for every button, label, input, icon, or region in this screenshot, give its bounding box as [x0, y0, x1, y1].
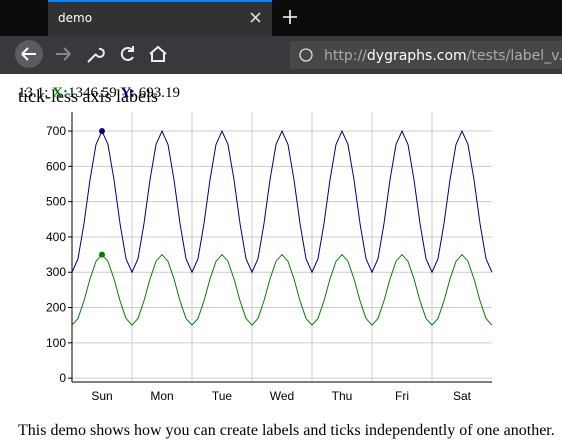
tab[interactable]: [48, 0, 272, 36]
forward-button[interactable]: [56, 47, 71, 61]
x-tick-label: Thu: [332, 389, 353, 403]
y-tick-label: 400: [46, 230, 66, 244]
y-tick-label: 500: [46, 195, 66, 209]
y-tick-label: 300: [46, 265, 66, 279]
y-tick-label: 600: [46, 159, 66, 173]
legend-name: X:: [52, 85, 68, 101]
y-tick-label: 0: [59, 371, 66, 385]
info-icon[interactable]: [299, 48, 313, 62]
close-tab[interactable]: [250, 12, 261, 23]
legend-name: Y:: [121, 85, 135, 101]
url-scheme: http://: [324, 48, 367, 64]
tools-button[interactable]: [87, 47, 105, 63]
legend-x: 13.1:: [18, 85, 48, 101]
x-tick-label: Sat: [453, 389, 472, 403]
legend-value: 1346.59: [68, 85, 117, 101]
x-tick-label: Tue: [212, 389, 233, 403]
x-tick-label: Fri: [395, 389, 409, 403]
chart: 0 100 200 300 400 500 600 700 Sun Mon Tue Wed Thu Fri…: [46, 112, 493, 403]
legend-value: 693.19: [139, 85, 180, 101]
caption: This demo shows how you can create label…: [18, 422, 555, 439]
reload-button[interactable]: [120, 46, 134, 61]
y-tick-label: 700: [46, 124, 66, 138]
url-path: /tests/label_v.html: [467, 48, 562, 64]
y-tick-label: 200: [46, 301, 66, 315]
page-title: tick-less axis labels: [18, 86, 158, 106]
home-button[interactable]: [149, 45, 167, 62]
legend: 13.1: X:1346.59 Y: 693.19: [18, 85, 180, 101]
y-tick-label: 100: [46, 336, 66, 350]
highlight-point: [99, 128, 105, 135]
series-line: [71, 129, 493, 274]
url: http://dygraphs.com/tests/label_v.html: [324, 48, 562, 64]
content: [0, 74, 562, 440]
x-tick-label: Mon: [150, 389, 173, 403]
highlight-point: [99, 251, 105, 258]
back-icon: [21, 47, 36, 61]
url-bar[interactable]: [290, 41, 562, 69]
tab-title: demo: [58, 11, 92, 25]
url-host: dygraphs.com: [367, 48, 467, 64]
series-line: [71, 253, 493, 326]
x-tick-label: Wed: [270, 389, 294, 403]
new-tab[interactable]: [283, 10, 297, 24]
tab-indicator: [48, 0, 272, 2]
x-tick-label: Sun: [91, 389, 112, 403]
